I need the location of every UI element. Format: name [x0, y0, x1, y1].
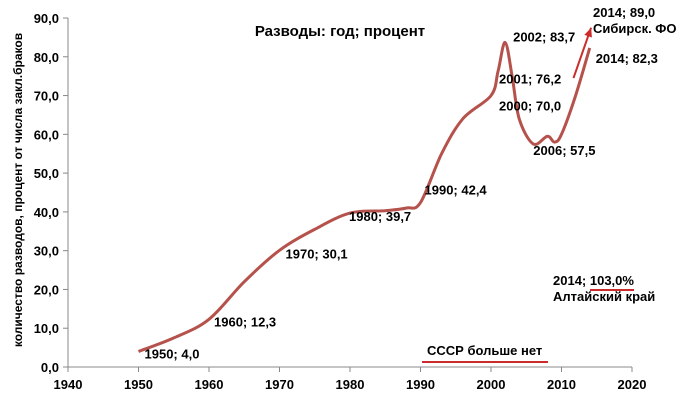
y-tick-label: 0,0	[41, 360, 59, 375]
y-tick-labels: 0,0 10,0 20,0 30,0 40,0 50,0 60,0 70,0 80,0 90,0	[34, 11, 59, 375]
point-label: 2006; 57,5	[533, 143, 595, 158]
y-tick-label: 80,0	[34, 50, 59, 65]
y-tick-label: 70,0	[34, 89, 59, 104]
siberia-region-label: Сибирск. ФО	[593, 21, 677, 36]
x-tick-labels: 1940 1950 1960 1970 1980 1990 2000 2010 2020	[54, 377, 647, 392]
y-tick-label: 30,0	[34, 244, 59, 259]
point-label: 1970; 30,1	[286, 246, 348, 261]
y-tick-label: 20,0	[34, 282, 59, 297]
siberia-arrowhead-icon	[584, 27, 592, 38]
point-label: 1990; 42,4	[425, 183, 488, 198]
series-line	[137, 40, 592, 353]
x-tick-label: 1990	[406, 377, 435, 392]
chart-title: Разводы: год; процент	[255, 23, 425, 40]
altai-value-label: 2014; 103,0%	[553, 273, 634, 288]
point-label: 1980; 39,7	[349, 209, 411, 224]
ussr-label: СССР больше нет	[427, 343, 542, 358]
y-tick-label: 60,0	[34, 127, 59, 142]
x-tick-label: 1970	[265, 377, 294, 392]
point-label: 2001; 76,2	[499, 72, 561, 87]
point-label: 2014; 82,3	[596, 51, 658, 66]
axes	[63, 17, 633, 372]
x-tick-label: 1980	[336, 377, 365, 392]
point-label: 2000; 70,0	[499, 99, 561, 114]
point-label: 1960; 12,3	[214, 314, 276, 329]
siberia-value-label: 2014; 89,0	[593, 5, 655, 20]
point-label: 2002; 83,7	[513, 29, 575, 44]
x-tick-label: 1950	[124, 377, 153, 392]
x-tick-label: 1960	[195, 377, 224, 392]
x-tick-label: 2020	[618, 377, 647, 392]
y-tick-label: 90,0	[34, 11, 59, 26]
x-tick-label: 2010	[547, 377, 576, 392]
x-tick-label: 2000	[477, 377, 506, 392]
y-tick-label: 40,0	[34, 205, 59, 220]
x-tick-label: 1940	[54, 377, 83, 392]
altai-region-label: Алтайский край	[553, 289, 655, 304]
y-axis-label: количество разводов, процент от числа за…	[11, 33, 25, 347]
y-tick-label: 10,0	[34, 321, 59, 336]
y-tick-label: 50,0	[34, 166, 59, 181]
point-label: 1950; 4,0	[145, 346, 200, 361]
point-labels: 1950; 4,0 1960; 12,3 1970; 30,1 1980; 39,7 1…	[145, 29, 658, 361]
